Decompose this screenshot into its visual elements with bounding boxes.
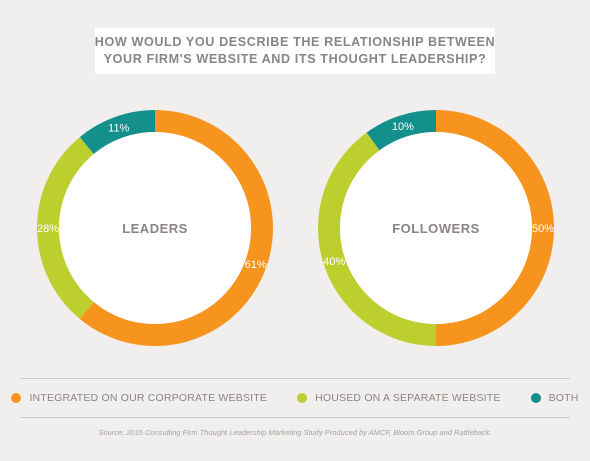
data-label-leaders-both: 11%	[108, 122, 129, 134]
legend-item-separate: HOUSED ON A SEPARATE WEBSITE	[297, 392, 501, 404]
slice-leaders-separate	[36, 137, 94, 319]
donut-leaders: 61% 28% 11% LEADERS	[37, 110, 273, 346]
slice-followers-both	[366, 110, 436, 151]
slice-leaders-integrated	[79, 110, 273, 346]
legend-swatch-separate	[297, 393, 308, 403]
legend-label-integrated: INTEGRATED ON OUR CORPORATE WEBSITE	[29, 392, 268, 404]
legend-label-both: BOTH	[548, 392, 579, 404]
legend-bottom-rule	[20, 417, 570, 418]
donut-hole-followers	[340, 132, 532, 324]
donut-followers: 50% 40% 10% FOLLOWERS	[317, 110, 554, 346]
legend-top-rule	[20, 378, 570, 379]
data-label-leaders-separate: 28%	[37, 223, 59, 235]
donut-charts: 61% 28% 11% LEADERS 50% 40% 10% FOLLOWERS	[37, 110, 554, 346]
data-label-leaders-integrated: 61%	[245, 259, 267, 271]
legend-swatch-integrated	[11, 393, 22, 403]
data-label-followers-integrated: 50%	[532, 223, 554, 235]
slice-followers-integrated	[436, 110, 554, 346]
source-note: Source: 2015 Consulting Firm Thought Lea…	[98, 428, 492, 437]
title-line-1: HOW WOULD YOU DESCRIBE THE RELATIONSHIP …	[94, 35, 496, 49]
legend-swatch-both	[530, 393, 541, 403]
slice-followers-separate	[317, 132, 436, 346]
donut-center-label-followers: FOLLOWERS	[392, 221, 480, 236]
data-label-followers-both: 10%	[392, 121, 414, 133]
title-line-2: YOUR FIRM'S WEBSITE AND ITS THOUGHT LEAD…	[103, 52, 487, 66]
legend-label-separate: HOUSED ON A SEPARATE WEBSITE	[315, 392, 501, 404]
legend-item-integrated: INTEGRATED ON OUR CORPORATE WEBSITE	[11, 392, 267, 404]
donut-center-label-leaders: LEADERS	[122, 221, 188, 236]
donut-hole-leaders	[59, 132, 251, 324]
legend: INTEGRATED ON OUR CORPORATE WEBSITE HOUS…	[0, 388, 590, 408]
data-label-followers-separate: 40%	[323, 256, 345, 268]
chart-title: HOW WOULD YOU DESCRIBE THE RELATIONSHIP …	[95, 28, 495, 74]
slice-leaders-both	[79, 110, 155, 155]
legend-item-both: BOTH	[530, 392, 579, 404]
